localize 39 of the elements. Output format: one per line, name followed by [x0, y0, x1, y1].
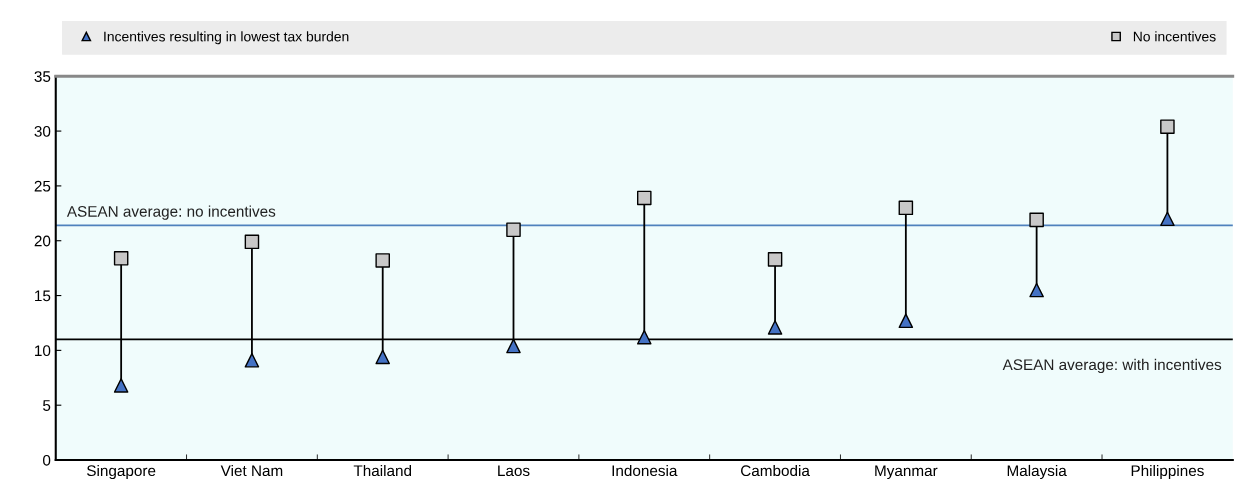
y-tick-label: 0 [42, 454, 51, 466]
point [898, 200, 914, 216]
point [767, 320, 783, 335]
x-tick-label: Malaysia [1007, 464, 1067, 480]
point [1029, 282, 1044, 298]
point [636, 190, 652, 206]
ref-line-label: ASEAN average: with incentives [1002, 358, 1222, 374]
point [244, 234, 260, 250]
point [244, 352, 260, 368]
x-tick-label: Myanmar [875, 465, 938, 480]
point [1160, 119, 1175, 134]
y-tick-label: 25 [34, 180, 51, 192]
point [767, 252, 783, 267]
point [1029, 212, 1044, 228]
point [898, 313, 914, 329]
y-tick-label: 10 [35, 345, 51, 357]
y-tick-label: 15 [35, 290, 51, 302]
point [636, 329, 652, 345]
x-tick-label: Cambodia [741, 464, 810, 477]
x-tick-label: Thailand [353, 464, 412, 477]
x-tick-label: Viet Nam [220, 464, 283, 477]
point [1160, 211, 1175, 227]
y-tick-label: 5 [43, 400, 51, 411]
point [375, 253, 390, 268]
point [113, 378, 129, 393]
ref-line-label: ASEAN average: no incentives [66, 205, 276, 220]
point [506, 338, 521, 354]
point [113, 250, 129, 266]
y-tick-label: 35 [34, 71, 51, 82]
point [506, 222, 521, 238]
legend-label: Incentives resulting in lowest tax burden [104, 31, 349, 45]
legend-label: No incentives [1133, 31, 1216, 42]
x-tick-label: Indonesia [612, 464, 678, 477]
y-tick-label: 20 [34, 235, 51, 247]
x-tick-label: Laos [498, 465, 530, 477]
x-tick-label: Philippines [1131, 464, 1204, 480]
y-tick-label: 30 [34, 125, 51, 137]
x-tick-label: Singapore [87, 464, 156, 480]
point [375, 349, 390, 365]
